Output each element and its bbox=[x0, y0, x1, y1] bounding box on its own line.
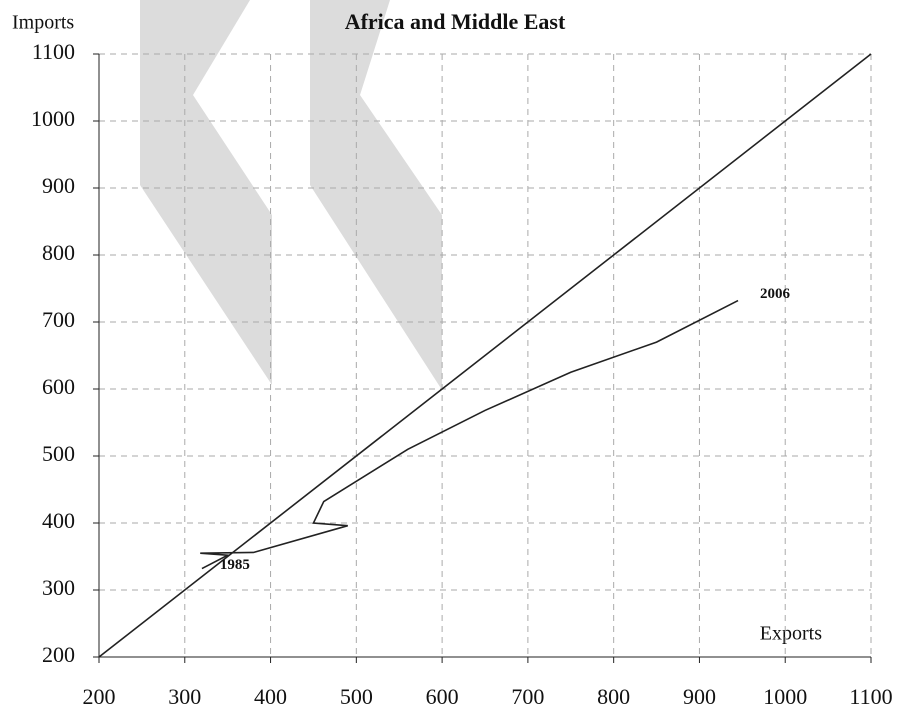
y-tick-label: 700 bbox=[42, 307, 75, 332]
y-tick-label: 600 bbox=[42, 374, 75, 399]
x-tick-label: 1000 bbox=[763, 684, 807, 709]
y-tick-label: 400 bbox=[42, 508, 75, 533]
decorative-chevron bbox=[310, 0, 442, 390]
x-tick-label: 300 bbox=[168, 684, 201, 709]
y-tick-label: 300 bbox=[42, 575, 75, 600]
series-line bbox=[200, 301, 738, 569]
annotation: 1985 bbox=[220, 557, 250, 573]
y-tick-label: 1100 bbox=[32, 39, 75, 64]
x-tick-label: 800 bbox=[597, 684, 630, 709]
x-tick-label: 1100 bbox=[849, 684, 892, 709]
x-tick-label: 700 bbox=[511, 684, 544, 709]
y-tick-label: 800 bbox=[42, 240, 75, 265]
y-tick-label: 900 bbox=[42, 173, 75, 198]
x-tick-label: 400 bbox=[254, 684, 287, 709]
x-tick-label: 900 bbox=[683, 684, 716, 709]
chart-title: Africa and Middle East bbox=[345, 9, 566, 34]
y-tick-label: 500 bbox=[42, 441, 75, 466]
y-tick-label: 1000 bbox=[31, 106, 75, 131]
x-axis-label: Exports bbox=[760, 623, 822, 645]
annotation: 2006 bbox=[760, 286, 791, 302]
y-axis-label: Imports bbox=[12, 12, 74, 34]
y-tick-label: 200 bbox=[42, 642, 75, 667]
chart: Africa and Middle East Imports Exports 2… bbox=[0, 0, 900, 718]
x-tick-label: 500 bbox=[340, 684, 373, 709]
x-tick-label: 200 bbox=[83, 684, 116, 709]
x-tick-label: 600 bbox=[426, 684, 459, 709]
decorative-chevron bbox=[140, 0, 272, 385]
